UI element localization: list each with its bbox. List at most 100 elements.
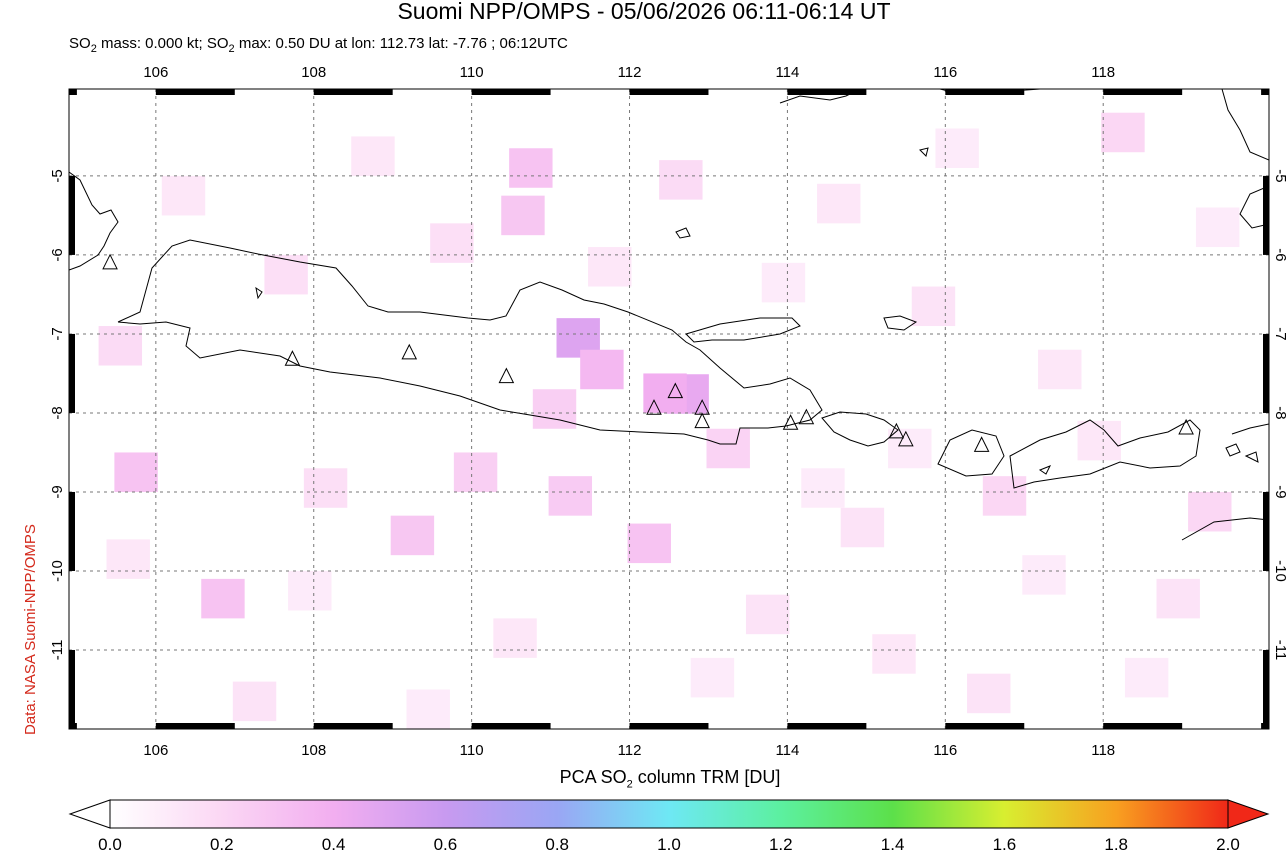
lon-label-top-106: 106 <box>143 64 168 81</box>
coast-madura <box>685 317 801 343</box>
colorbar-label-1.6: 1.6 <box>992 835 1017 854</box>
lon-label-bottom-112: 112 <box>618 742 642 759</box>
frame-bar-top <box>629 89 709 95</box>
frame-bar-top <box>787 89 867 95</box>
coast-lombok <box>937 429 1005 477</box>
so2-cell-18 <box>430 223 474 263</box>
colorbar-label-0.0: 0.0 <box>98 835 122 854</box>
so2-cell-29 <box>1038 349 1082 390</box>
so2-cell-40 <box>288 570 332 611</box>
coast-sumba <box>1181 517 1269 541</box>
coast-islet-4 <box>1225 443 1241 457</box>
volcano-marker-3 <box>498 367 515 384</box>
lat-label-left--9: -9 <box>49 485 66 498</box>
tick-labels: 106 106 108 108 110 110 112 112 114 114 116 116 118 1… <box>49 64 1288 759</box>
volcano-marker-8 <box>782 414 799 430</box>
frame-bar-bottom <box>945 723 1025 729</box>
frame-bar-bottom <box>1103 723 1183 729</box>
volcano-marker-10 <box>888 422 905 439</box>
so2-cell-37 <box>935 128 979 169</box>
lat-label-left--7: -7 <box>49 327 66 340</box>
so2-cell-31 <box>161 175 206 216</box>
coast-islet-3 <box>1038 465 1052 475</box>
coast-islet-2 <box>255 286 263 300</box>
so2-cell-10 <box>548 476 593 516</box>
lon-label-top-108: 108 <box>301 64 326 81</box>
lat-label-right--11: -11 <box>1272 640 1288 661</box>
colorbar-label-1.8: 1.8 <box>1104 835 1129 854</box>
so2-cell-45 <box>801 468 845 508</box>
lat-label-right--10: -10 <box>1272 560 1288 582</box>
colorbar-label-1.4: 1.4 <box>880 835 905 854</box>
so2-cell-5 <box>501 195 545 236</box>
colorbar-high-arrow <box>1227 799 1270 829</box>
frame-bar-bottom <box>155 723 235 729</box>
lat-label-right--9: -9 <box>1272 485 1288 498</box>
volcano-marker-12 <box>973 436 990 452</box>
volcano-marker-1 <box>284 350 301 366</box>
so2-cell-12 <box>453 452 498 492</box>
coast-sumatra <box>69 171 119 271</box>
lon-label-bottom-108: 108 <box>301 742 326 759</box>
lat-label-right--8: -8 <box>1272 406 1288 419</box>
frame-bar-top <box>1103 89 1183 95</box>
coast-sulawesi-south <box>1239 185 1269 229</box>
frame-bar-bottom <box>313 723 393 729</box>
lon-label-bottom-116: 116 <box>933 742 957 759</box>
lon-label-top-112: 112 <box>618 64 642 81</box>
so2-cell-21 <box>840 507 885 548</box>
so2-cell-23 <box>745 594 790 635</box>
so2-cell-19 <box>264 254 308 295</box>
coast-bali <box>821 411 899 447</box>
frame-bar-top <box>1261 89 1269 95</box>
so2-cells <box>98 112 1240 729</box>
so2-cell-17 <box>659 160 703 200</box>
frame-bar-right <box>1263 175 1269 255</box>
volcano-marker-2 <box>401 343 418 360</box>
colorbar-label-1.2: 1.2 <box>768 835 793 854</box>
lon-label-bottom-106: 106 <box>143 742 168 759</box>
frame-bar-top <box>313 89 393 95</box>
coast-flores <box>1231 423 1269 435</box>
graticule <box>69 89 1269 729</box>
frame-bar-left <box>69 333 75 413</box>
coastlines <box>69 89 1269 541</box>
colorbar-title: PCA SO2 column TRM [DU] <box>559 767 781 791</box>
frame-bars <box>69 89 1269 729</box>
lon-label-top-114: 114 <box>775 64 799 81</box>
colorbar-low-arrow <box>68 799 111 829</box>
volcano-marker-11 <box>898 430 914 447</box>
volcano-marker-13 <box>1178 418 1194 435</box>
colorbar <box>68 799 1270 829</box>
so2-cell-9 <box>114 452 158 492</box>
so2-cell-32 <box>351 136 395 176</box>
so2-cell-26 <box>232 681 277 722</box>
frame-bar-right <box>1263 649 1269 729</box>
colorbar-bar <box>109 799 1229 829</box>
so2-cell-8 <box>201 578 245 619</box>
frame-bar-left <box>69 491 75 571</box>
volcano-marker-9 <box>798 408 815 425</box>
lat-label-left--5: -5 <box>49 169 66 182</box>
so2-cell-41 <box>588 247 632 287</box>
volcano-marker-4 <box>646 399 662 415</box>
lat-label-left--11: -11 <box>49 640 66 661</box>
so2-cell-22 <box>303 468 348 508</box>
so2-cell-24 <box>967 673 1011 714</box>
so2-cell-42 <box>761 262 806 303</box>
frame-bar-top <box>945 89 1025 95</box>
coast-java <box>117 239 823 445</box>
lat-label-right--6: -6 <box>1272 248 1288 261</box>
lon-label-top-118: 118 <box>1091 64 1115 81</box>
volcano-markers <box>102 253 1194 452</box>
so2-cell-28 <box>911 286 956 327</box>
so2-cell-11 <box>706 428 750 469</box>
volcano-marker-0 <box>102 253 118 270</box>
so2-summary: SO2 mass: 0.000 kt; SO2 max: 0.50 DU at … <box>69 35 568 55</box>
colorbar-label-0.8: 0.8 <box>545 835 570 854</box>
frame-bar-bottom <box>629 723 709 729</box>
coast-bawean <box>675 227 691 239</box>
frame-bar-bottom <box>787 723 867 729</box>
frame-bar-left <box>69 649 75 729</box>
